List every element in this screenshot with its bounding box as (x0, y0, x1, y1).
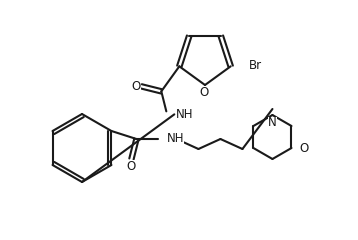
Text: O: O (132, 80, 141, 93)
Text: N: N (268, 116, 277, 130)
Text: Br: Br (249, 59, 262, 72)
Text: O: O (199, 85, 209, 98)
Text: O: O (127, 160, 136, 173)
Text: NH: NH (176, 108, 194, 121)
Text: O: O (300, 142, 309, 155)
Text: NH: NH (166, 132, 184, 145)
